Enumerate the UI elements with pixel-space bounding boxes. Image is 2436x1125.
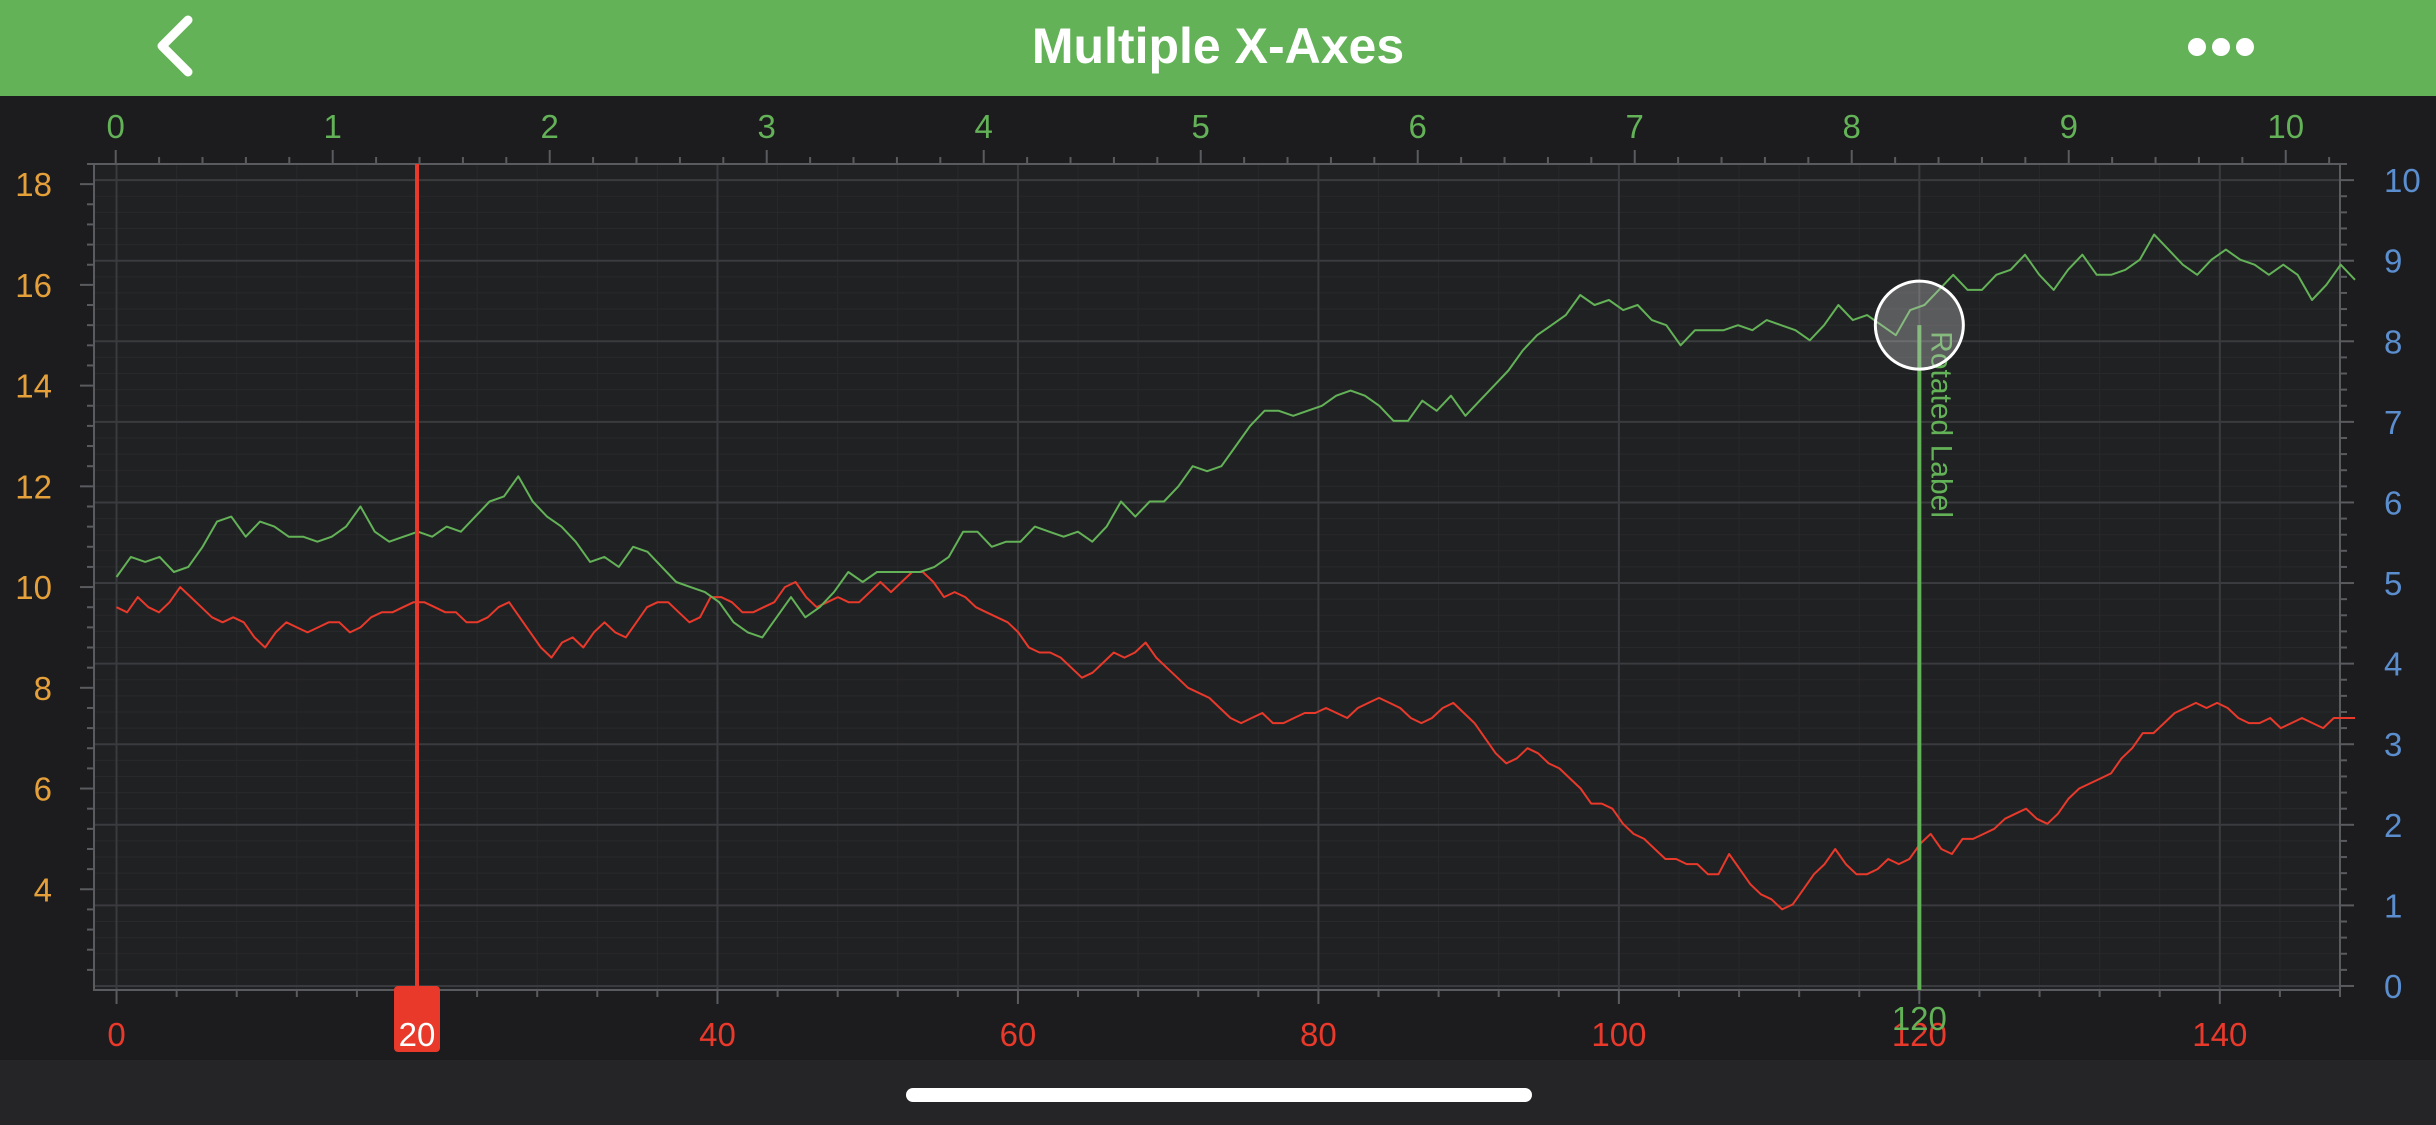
red-axis-marker-label: 20 xyxy=(399,1016,436,1053)
x-axis-top: 0 1 2 3 4 5 6 7 8 9 10 xyxy=(107,108,2331,164)
y-axis-right-tick-label: 5 xyxy=(2384,565,2402,602)
plot-border xyxy=(93,163,2341,991)
navigation-bar: Multiple X-Axes xyxy=(0,0,2436,96)
y-axis-right-tick-label: 10 xyxy=(2384,162,2421,199)
y-axis-left-tick-label: 18 xyxy=(15,166,52,203)
x-axis-top-tick-label: 1 xyxy=(324,108,342,145)
x-axis-bottom-tick-label: 80 xyxy=(1300,1016,1337,1053)
green-axis-label: 120 xyxy=(1892,1000,1947,1037)
major-gridlines xyxy=(94,164,2340,990)
y-axis-left-tick-label: 6 xyxy=(34,771,52,808)
plot-background xyxy=(94,164,2340,990)
vertical-line-annotation-red: 20 xyxy=(394,164,441,1053)
y-axis-right-tick-label: 0 xyxy=(2384,968,2402,1005)
more-button[interactable] xyxy=(2170,22,2270,72)
y-axis-left-tick-label: 12 xyxy=(15,468,52,505)
home-indicator-area xyxy=(0,1060,2436,1125)
x-axis-top-tick-label: 4 xyxy=(975,108,993,145)
chart-surface[interactable]: 0 40 60 80 100 120 140 0 1 2 3 4 5 6 7 8 9 10 4 6 8 10 12 14 16 1… xyxy=(0,96,2436,1060)
chevron-left-icon xyxy=(157,15,193,77)
y-axis-right-tick-label: 7 xyxy=(2384,404,2402,441)
x-axis-top-tick-label: 6 xyxy=(1409,108,1427,145)
y-axis-left-tick-label: 14 xyxy=(15,368,52,405)
y-axis-right-tick-label: 3 xyxy=(2384,726,2402,763)
x-axis-bottom-tick-label: 100 xyxy=(1591,1016,1646,1053)
x-axis-top-tick-label: 0 xyxy=(107,108,125,145)
home-indicator[interactable] xyxy=(906,1088,1532,1102)
y-axis-left-tick-label: 16 xyxy=(15,267,52,304)
y-axis-right-tick-label: 1 xyxy=(2384,887,2402,924)
x-axis-top-tick-label: 3 xyxy=(758,108,776,145)
x-axis-bottom-tick-label: 40 xyxy=(699,1016,736,1053)
x-axis-top-tick-label: 2 xyxy=(541,108,559,145)
x-axis-top-tick-label: 7 xyxy=(1626,108,1644,145)
y-axis-left: 4 6 8 10 12 14 16 18 xyxy=(15,163,94,971)
y-axis-right-tick-label: 2 xyxy=(2384,807,2402,844)
y-axis-right-tick-label: 6 xyxy=(2384,484,2402,521)
more-horizontal-icon xyxy=(2188,38,2254,56)
minor-gridlines xyxy=(94,163,2341,990)
y-axis-left-tick-label: 4 xyxy=(34,871,52,908)
x-axis-bottom-tick-label: 140 xyxy=(2192,1016,2247,1053)
series-line-red xyxy=(116,571,2355,911)
x-axis-top-tick-label: 9 xyxy=(2060,108,2078,145)
series-line-green xyxy=(115,233,2356,639)
red-axis-marker xyxy=(394,986,441,1052)
back-button[interactable] xyxy=(138,14,208,78)
x-axis-bottom-tick-label: 60 xyxy=(1000,1016,1037,1053)
y-axis-left-tick-label: 8 xyxy=(34,670,52,707)
page-title: Multiple X-Axes xyxy=(1031,18,1405,74)
x-axis-bottom: 0 40 60 80 100 120 140 xyxy=(107,990,2341,1053)
y-axis-right-tick-label: 8 xyxy=(2384,323,2402,360)
x-axis-bottom-tick-label: 0 xyxy=(107,1016,125,1053)
y-axis-left-tick-label: 10 xyxy=(15,569,52,606)
drag-handle[interactable] xyxy=(1873,279,1965,371)
x-axis-top-tick-label: 10 xyxy=(2267,108,2304,145)
y-axis-right-tick-label: 9 xyxy=(2384,243,2402,280)
y-axis-right-tick-label: 4 xyxy=(2384,646,2402,683)
y-axis-right: 0 1 2 3 4 5 6 7 8 9 10 xyxy=(2340,162,2421,1005)
x-axis-top-tick-label: 8 xyxy=(1843,108,1861,145)
x-axis-top-tick-label: 5 xyxy=(1192,108,1210,145)
x-axis-bottom-tick-label: 120 xyxy=(1892,1016,1947,1053)
